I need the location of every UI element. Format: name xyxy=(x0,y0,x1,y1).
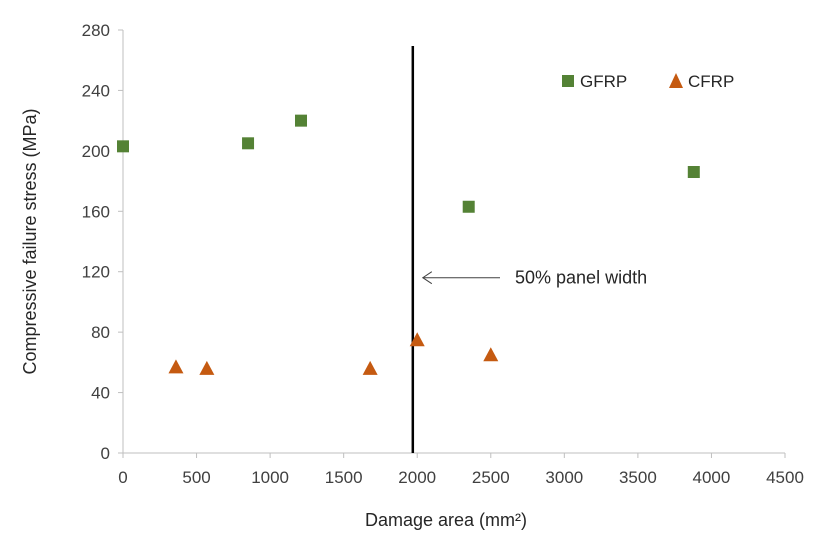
data-point-cfrp xyxy=(168,359,184,374)
y-tick-label: 0 xyxy=(101,444,110,463)
x-tick-label: 2000 xyxy=(398,468,436,487)
data-point-gfrp xyxy=(242,137,255,150)
y-tick-label: 80 xyxy=(91,323,110,342)
y-tick-label: 40 xyxy=(91,384,110,403)
legend-marker-cfrp xyxy=(669,73,683,88)
x-tick-label: 4500 xyxy=(766,468,804,487)
data-point-cfrp xyxy=(199,360,215,375)
y-tick-label: 240 xyxy=(82,81,110,100)
annotation-arrow-head xyxy=(421,271,433,285)
axes xyxy=(122,30,785,454)
data-point-cfrp xyxy=(362,360,378,375)
y-ticks: 0 40 80 120 160 200 240 280 xyxy=(82,21,123,463)
x-tick-label: 0 xyxy=(118,468,127,487)
data-point-gfrp xyxy=(462,200,475,213)
x-tick-label: 3500 xyxy=(619,468,657,487)
data-point-cfrp xyxy=(409,332,425,347)
annotation-group: 50% panel width xyxy=(421,268,647,288)
y-tick-label: 120 xyxy=(82,263,110,282)
annotation-text: 50% panel width xyxy=(515,268,647,288)
legend-label-gfrp: GFRP xyxy=(580,72,627,91)
x-tick-label: 1500 xyxy=(325,468,363,487)
data-points xyxy=(117,114,700,375)
y-tick-label: 160 xyxy=(82,202,110,221)
data-point-cfrp xyxy=(483,347,499,362)
legend-label-cfrp: CFRP xyxy=(688,72,734,91)
data-point-gfrp xyxy=(687,166,700,179)
y-axis-title: Compressive failure stress (MPa) xyxy=(20,108,40,374)
y-tick-label: 200 xyxy=(82,142,110,161)
x-tick-label: 4000 xyxy=(693,468,731,487)
y-tick-label: 280 xyxy=(82,21,110,40)
x-tick-label: 500 xyxy=(182,468,210,487)
x-ticks: 0 500 1000 1500 2000 2500 3000 3500 4000 4500 xyxy=(118,453,804,487)
data-point-gfrp xyxy=(117,140,129,153)
x-tick-label: 2500 xyxy=(472,468,510,487)
x-axis-title: Damage area (mm²) xyxy=(365,510,527,530)
legend: GFRP CFRP xyxy=(562,72,734,91)
x-tick-label: 3000 xyxy=(545,468,583,487)
data-point-gfrp xyxy=(295,114,308,127)
x-tick-label: 1000 xyxy=(251,468,289,487)
legend-marker-gfrp xyxy=(562,75,574,87)
